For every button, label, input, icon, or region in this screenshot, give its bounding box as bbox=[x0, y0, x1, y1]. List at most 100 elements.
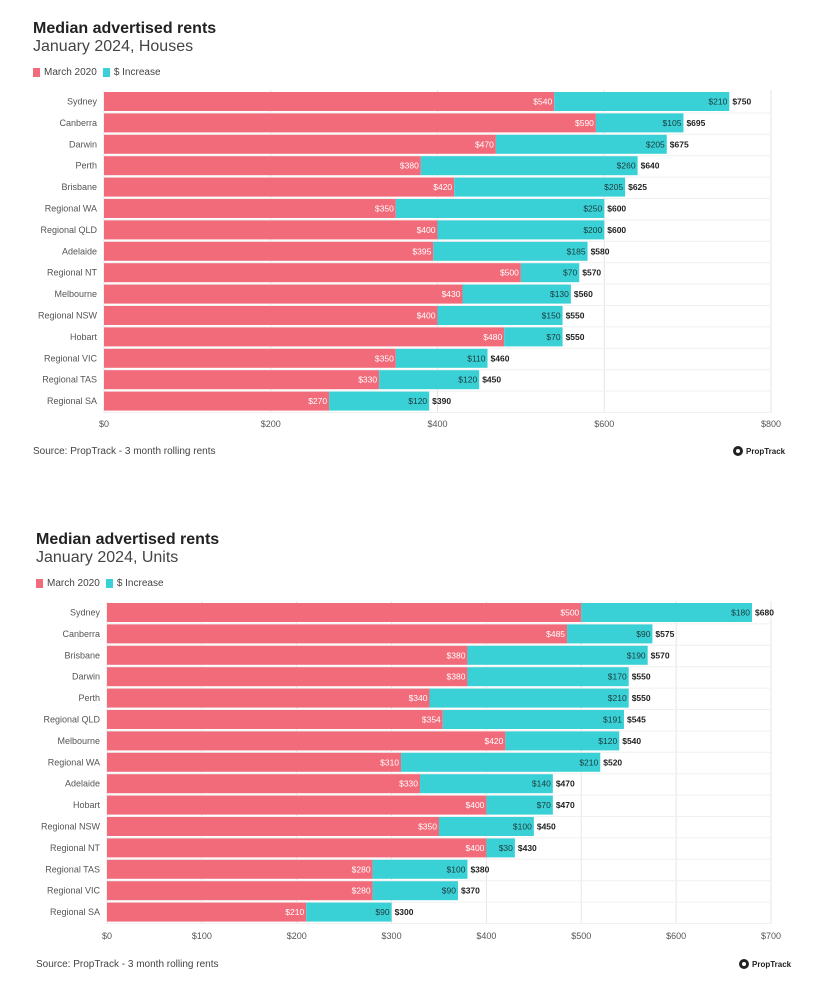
data-label-total: $545 bbox=[627, 715, 646, 725]
bar-march-2020 bbox=[104, 113, 596, 133]
chart-source: Source: PropTrack - 3 month rolling rent… bbox=[36, 959, 219, 970]
x-tick-label: $0 bbox=[99, 419, 109, 429]
bar-march-2020 bbox=[107, 795, 487, 815]
bar-increase bbox=[554, 92, 730, 111]
data-label-base: $350 bbox=[375, 204, 394, 214]
houses-bar-chart: $0 $200 $400 $600 $800 Sydney $540 $210 $750 Canb… bbox=[38, 90, 781, 429]
x-tick-label: $0 bbox=[102, 931, 112, 941]
data-label-base: $485 bbox=[546, 629, 565, 639]
bar-increase bbox=[306, 902, 392, 922]
chart-subtitle: January 2024, Units bbox=[36, 549, 179, 566]
data-label-base: $330 bbox=[399, 779, 418, 789]
bar-increase bbox=[505, 731, 620, 751]
legend-swatch-increase bbox=[105, 579, 113, 588]
data-label-total: $450 bbox=[482, 375, 501, 385]
legend-swatch-base bbox=[36, 579, 43, 588]
chart-subtitle: January 2024, Houses bbox=[33, 38, 194, 55]
data-label-base: $420 bbox=[484, 736, 503, 746]
bar-increase bbox=[467, 645, 648, 665]
bar-increase bbox=[372, 859, 468, 879]
data-label-increase: $191 bbox=[603, 715, 622, 725]
data-label-base: $500 bbox=[560, 608, 579, 618]
bar-march-2020 bbox=[107, 603, 582, 622]
data-label-total: $470 bbox=[556, 779, 575, 789]
logo-text: PropTrack bbox=[746, 446, 786, 456]
category-label: Brisbane bbox=[64, 650, 100, 660]
x-tick-label: $200 bbox=[287, 931, 307, 941]
x-tick-label: $200 bbox=[261, 419, 281, 429]
bar-march-2020 bbox=[107, 645, 468, 665]
data-label-increase: $30 bbox=[499, 843, 513, 853]
data-label-increase: $90 bbox=[442, 886, 456, 896]
bar-increase bbox=[437, 306, 563, 325]
legend-item-increase: $ Increase bbox=[105, 578, 164, 589]
data-label-increase: $105 bbox=[663, 118, 682, 128]
category-label: Sydney bbox=[70, 608, 101, 618]
category-label: Regional VIC bbox=[47, 886, 101, 896]
data-label-increase: $210 bbox=[708, 97, 727, 107]
bar-increase bbox=[442, 710, 624, 729]
data-label-increase: $120 bbox=[458, 375, 477, 385]
x-tick-label: $400 bbox=[427, 419, 447, 429]
bar-march-2020 bbox=[104, 263, 521, 283]
bar-increase bbox=[420, 774, 553, 794]
bar-increase bbox=[433, 241, 588, 261]
chart-legend: March 2020 $ Increase bbox=[36, 578, 170, 589]
bar-increase bbox=[504, 327, 563, 347]
category-label: Perth bbox=[75, 161, 97, 171]
data-label-increase: $90 bbox=[375, 907, 389, 917]
category-label: Regional NT bbox=[47, 268, 98, 278]
data-label-increase: $190 bbox=[627, 650, 646, 660]
houses-chart-panel: Median advertised rents January 2024, Ho… bbox=[0, 0, 824, 470]
data-label-total: $550 bbox=[632, 693, 651, 703]
data-label-base: $480 bbox=[483, 332, 502, 342]
bar-increase bbox=[372, 881, 458, 901]
category-label: Regional TAS bbox=[45, 864, 100, 874]
bar-march-2020 bbox=[107, 902, 307, 922]
data-label-base: $400 bbox=[417, 225, 436, 235]
bar-march-2020 bbox=[104, 241, 434, 261]
data-label-base: $470 bbox=[475, 139, 494, 149]
category-label: Darwin bbox=[69, 139, 97, 149]
data-label-total: $750 bbox=[732, 97, 751, 107]
category-label: Regional VIC bbox=[44, 353, 98, 363]
category-label: Melbourne bbox=[57, 736, 100, 746]
data-label-total: $580 bbox=[591, 246, 610, 256]
data-label-increase: $205 bbox=[604, 182, 623, 192]
chart-legend: March 2020 $ Increase bbox=[33, 67, 167, 78]
bar-march-2020 bbox=[104, 327, 505, 347]
bar-march-2020 bbox=[104, 348, 396, 368]
bar-march-2020 bbox=[104, 284, 463, 304]
data-label-base: $354 bbox=[422, 715, 441, 725]
data-label-increase: $120 bbox=[408, 396, 427, 406]
bar-march-2020 bbox=[107, 667, 468, 687]
legend-swatch-base bbox=[33, 68, 40, 77]
proptrack-logo: PropTrack bbox=[739, 959, 791, 969]
bar-march-2020 bbox=[104, 370, 380, 390]
legend-label: March 2020 bbox=[44, 67, 97, 78]
data-label-increase: $180 bbox=[731, 608, 750, 618]
category-label: Regional TAS bbox=[42, 375, 97, 385]
data-label-base: $590 bbox=[575, 118, 594, 128]
category-label: Melbourne bbox=[54, 289, 97, 299]
data-label-total: $430 bbox=[518, 843, 537, 853]
bar-march-2020 bbox=[104, 92, 555, 111]
bar-march-2020 bbox=[107, 731, 506, 751]
data-label-increase: $100 bbox=[447, 864, 466, 874]
data-label-base: $310 bbox=[380, 757, 399, 767]
bar-march-2020 bbox=[107, 774, 421, 794]
bar-increase bbox=[420, 156, 638, 176]
data-label-base: $330 bbox=[358, 375, 377, 385]
data-label-base: $210 bbox=[285, 907, 304, 917]
data-label-increase: $100 bbox=[513, 822, 532, 832]
bar-increase bbox=[401, 752, 601, 772]
category-label: Adelaide bbox=[65, 779, 100, 789]
data-label-total: $640 bbox=[641, 161, 660, 171]
data-label-total: $390 bbox=[432, 396, 451, 406]
data-label-increase: $200 bbox=[583, 225, 602, 235]
x-tick-label: $700 bbox=[761, 931, 781, 941]
data-label-increase: $250 bbox=[583, 204, 602, 214]
bar-march-2020 bbox=[107, 859, 373, 879]
proptrack-logo: PropTrack bbox=[733, 446, 785, 456]
